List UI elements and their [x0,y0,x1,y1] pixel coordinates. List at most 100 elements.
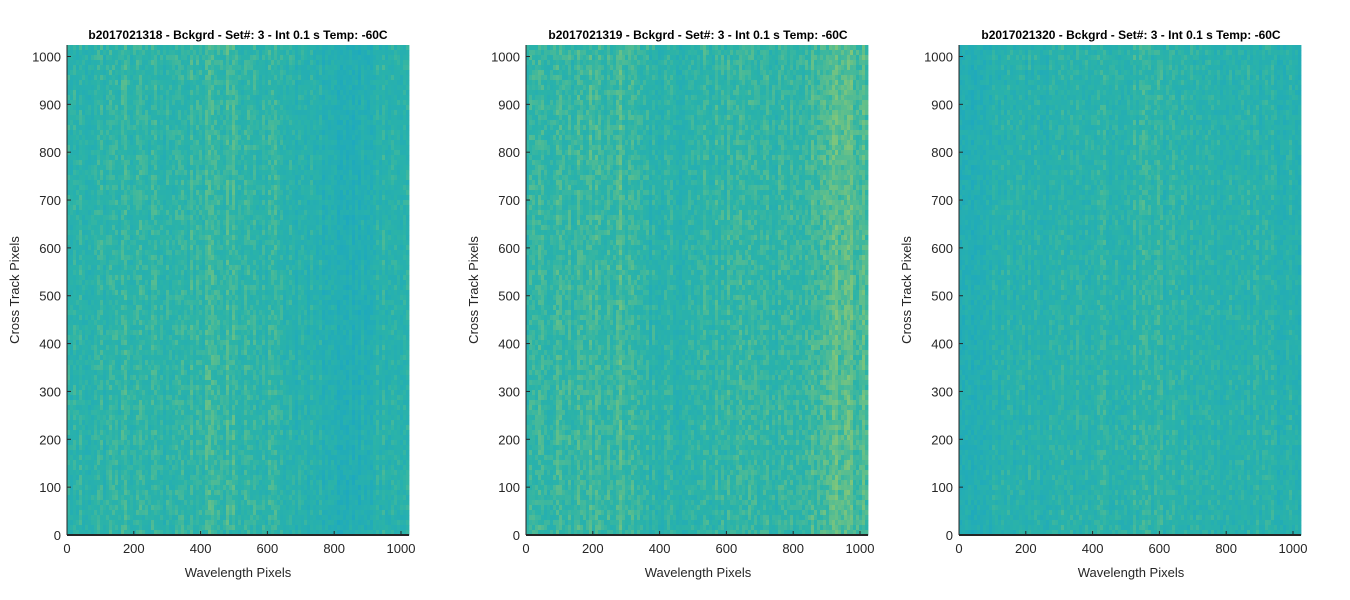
heatmap-cell [391,165,395,171]
heatmap-cell [328,60,332,66]
heatmap-cell [187,135,191,141]
heatmap-cell [277,140,281,146]
heatmap-cell [226,100,230,106]
heatmap-cell [88,250,92,256]
heatmap-cell [193,195,197,201]
heatmap-cell [403,105,407,111]
heatmap-cell [298,85,302,91]
heatmap-cell [376,215,380,221]
heatmap-cell [340,75,344,81]
heatmap-cell [76,260,80,266]
heatmap-cell [94,200,98,206]
heatmap-cell [175,95,179,101]
heatmap-cell [301,50,305,56]
heatmap-cell [241,260,245,266]
heatmap-cell [148,140,152,146]
heatmap-cell [280,210,284,216]
heatmap-cell [400,225,404,231]
heatmap-cell [160,60,164,66]
heatmap-cell [235,215,239,221]
heatmap-cell [109,145,113,151]
heatmap-cell [349,120,353,126]
heatmap-cell [304,70,308,76]
heatmap-cell [181,195,185,201]
heatmap-cell [235,110,239,116]
heatmap-cell [325,65,329,71]
heatmap-cell [205,180,209,186]
heatmap-cell [121,60,125,66]
heatmap-cell [106,220,110,226]
heatmap-cell [70,135,74,141]
heatmap-cell [106,245,110,251]
heatmap-cell [346,155,350,161]
heatmap-cell [241,240,245,246]
heatmap-cell [406,85,410,91]
heatmap-cell [337,195,341,201]
heatmap-cell [373,160,377,166]
heatmap-cell [403,240,407,246]
heatmap-cell [349,130,353,136]
heatmap-cell [202,60,206,66]
heatmap-cell [388,210,392,216]
heatmap-cell [142,240,146,246]
heatmap-cell [382,75,386,81]
heatmap-cell [220,55,224,61]
heatmap-cell [316,100,320,106]
heatmap-cell [403,75,407,81]
heatmap-cell [91,215,95,221]
heatmap-cell [124,105,128,111]
heatmap-cell [307,100,311,106]
heatmap-cell [199,205,203,211]
heatmap-cell [76,190,80,196]
heatmap-cell [388,60,392,66]
heatmap-cell [154,150,158,156]
heatmap-cell [103,245,107,251]
heatmap-cell [151,120,155,126]
heatmap-cell [382,175,386,181]
heatmap-cell [259,95,263,101]
heatmap-cell [178,225,182,231]
heatmap-cell [154,125,158,131]
heatmap-cell [286,170,290,176]
heatmap-cell [394,75,398,81]
heatmap-cell [127,140,131,146]
heatmap-cell [205,120,209,126]
heatmap-cell [310,100,314,106]
heatmap-cell [205,250,209,256]
heatmap-cell [235,95,239,101]
heatmap-cell [388,130,392,136]
heatmap-cell [163,55,167,61]
heatmap-cell [118,185,122,191]
heatmap-cell [151,100,155,106]
heatmap-cell [190,255,194,261]
heatmap-cell [253,210,257,216]
heatmap-cell [211,145,215,151]
heatmap-cell [190,260,194,266]
heatmap-cell [124,175,128,181]
heatmap-cell [262,55,266,61]
heatmap-cell [148,100,152,106]
heatmap-cell [85,60,89,66]
heatmap-cell [250,145,254,151]
heatmap-cell [343,80,347,86]
heatmap-cell [253,200,257,206]
heatmap-cell [274,110,278,116]
heatmap-cell [283,210,287,216]
heatmap-cell [268,170,272,176]
heatmap-cell [295,245,299,251]
heatmap-cell [199,105,203,111]
heatmap-cell [154,160,158,166]
heatmap-cell [133,165,137,171]
heatmap-cell [181,50,185,56]
heatmap-cell [130,125,134,131]
heatmap-cell [310,230,314,236]
heatmap-cell [196,180,200,186]
heatmap-cell [187,200,191,206]
heatmap-cell [112,160,116,166]
heatmap-cell [211,55,215,61]
heatmap-cell [85,70,89,76]
heatmap-cell [157,220,161,226]
heatmap-cell [196,220,200,226]
heatmap-cell [88,170,92,176]
heatmap-cell [214,55,218,61]
